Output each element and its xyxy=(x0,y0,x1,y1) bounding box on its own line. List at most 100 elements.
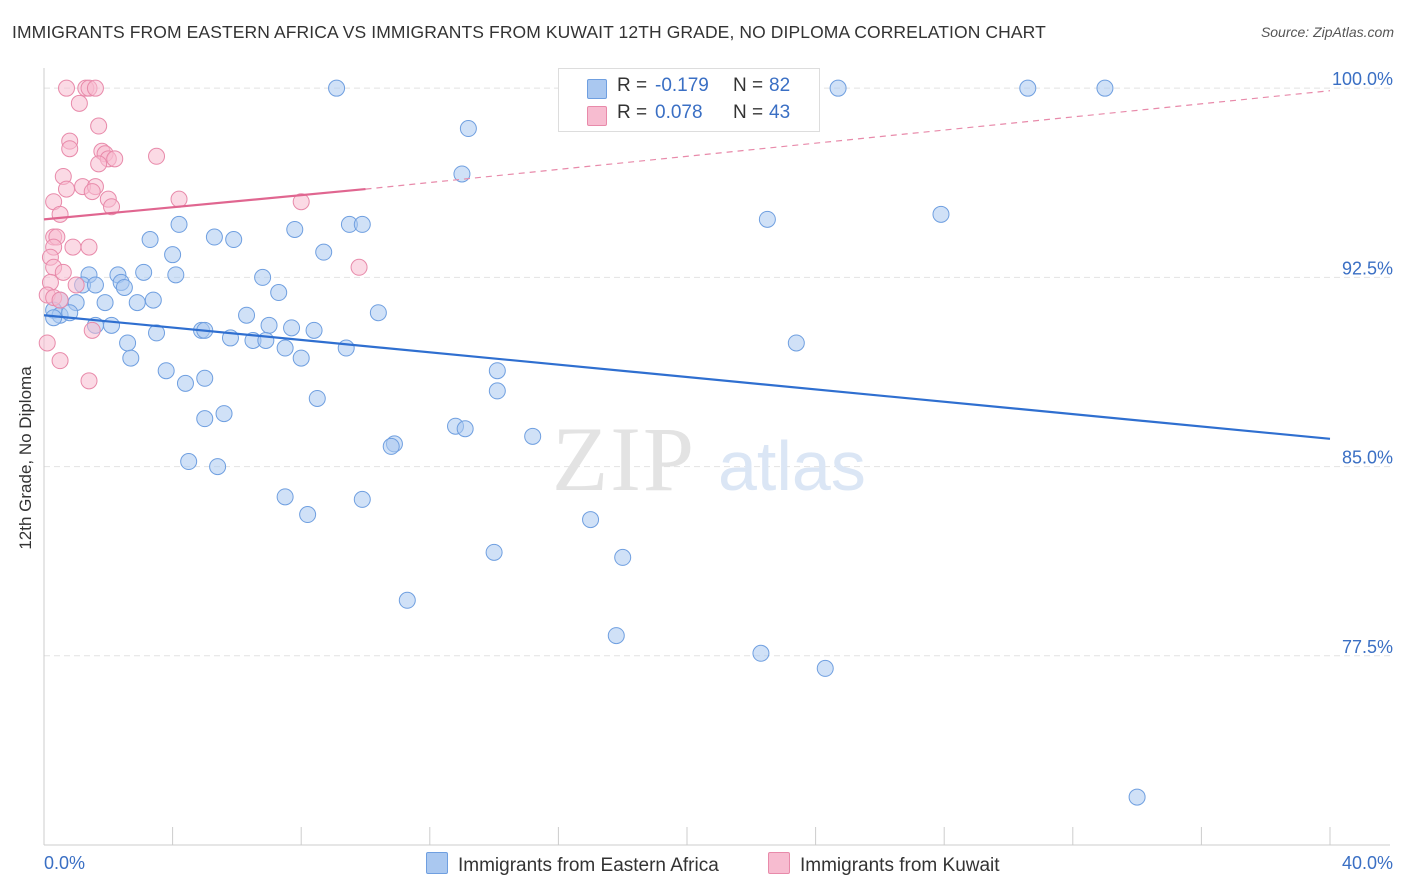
point-kuwait xyxy=(90,155,108,173)
point-eastern-africa xyxy=(148,324,166,342)
point-eastern-africa xyxy=(453,165,471,183)
point-eastern-africa xyxy=(488,382,506,400)
point-kuwait xyxy=(292,193,310,211)
axes xyxy=(43,68,1390,846)
chart-title: IMMIGRANTS FROM EASTERN AFRICA VS IMMIGR… xyxy=(12,22,1046,42)
point-kuwait xyxy=(350,258,368,276)
point-eastern-africa xyxy=(607,627,625,645)
point-eastern-africa xyxy=(209,458,227,476)
point-eastern-africa xyxy=(337,339,355,357)
point-eastern-africa xyxy=(119,334,137,352)
point-eastern-africa xyxy=(308,389,326,407)
point-kuwait xyxy=(58,79,76,97)
point-eastern-africa xyxy=(829,79,847,97)
point-kuwait xyxy=(148,147,166,165)
point-kuwait xyxy=(170,190,188,208)
point-kuwait xyxy=(38,334,56,352)
n-value: 82 xyxy=(769,75,791,96)
r-label: R = xyxy=(617,102,648,123)
point-eastern-africa xyxy=(96,294,114,312)
r-value: 0.078 xyxy=(655,102,703,123)
point-eastern-africa xyxy=(315,243,333,261)
point-eastern-africa xyxy=(292,349,310,367)
point-eastern-africa xyxy=(257,331,275,349)
n-label: N = xyxy=(733,102,764,123)
point-eastern-africa xyxy=(135,263,153,281)
point-eastern-africa xyxy=(614,548,632,566)
point-kuwait xyxy=(58,180,76,198)
point-eastern-africa xyxy=(176,374,194,392)
gridlines xyxy=(44,87,1390,657)
x-tick-labels: 0.0% 40.0% xyxy=(44,853,1393,873)
point-kuwait xyxy=(67,276,85,294)
point-eastern-africa xyxy=(299,506,317,524)
point-eastern-africa xyxy=(196,410,214,428)
point-eastern-africa xyxy=(816,659,834,677)
point-eastern-africa xyxy=(167,266,185,284)
point-eastern-africa xyxy=(141,231,159,249)
point-eastern-africa xyxy=(128,294,146,312)
point-eastern-africa xyxy=(238,306,256,324)
legend-label-kuwait: Immigrants from Kuwait xyxy=(800,855,1000,876)
point-kuwait xyxy=(83,321,101,339)
y-tick-label: 85.0% xyxy=(1342,448,1393,468)
point-eastern-africa xyxy=(170,215,188,233)
point-eastern-africa xyxy=(524,427,542,445)
series-kuwait-points xyxy=(38,79,368,390)
point-eastern-africa xyxy=(382,437,400,455)
point-eastern-africa xyxy=(932,205,950,223)
point-eastern-africa xyxy=(752,644,770,662)
point-kuwait xyxy=(51,205,69,223)
point-eastern-africa xyxy=(582,511,600,529)
r-label: R = xyxy=(617,75,648,96)
stats-legend: R = -0.179 N = 82 R = 0.078 N = 43 xyxy=(558,68,820,132)
legend-swatch-eastern-africa xyxy=(587,79,607,99)
point-kuwait xyxy=(80,238,98,256)
n-label: N = xyxy=(733,75,764,96)
point-eastern-africa xyxy=(86,276,104,294)
stats-legend-row-eastern-africa: R = -0.179 N = 82 xyxy=(559,75,819,103)
point-kuwait xyxy=(54,263,72,281)
point-kuwait xyxy=(90,117,108,135)
trend-line-kuwait-extension xyxy=(365,90,1331,190)
point-eastern-africa xyxy=(276,488,294,506)
point-eastern-africa xyxy=(254,268,272,286)
point-eastern-africa xyxy=(1019,79,1037,97)
x-ticks xyxy=(172,827,1331,845)
point-kuwait xyxy=(106,150,124,168)
n-value: 43 xyxy=(769,102,791,123)
point-eastern-africa xyxy=(164,246,182,264)
point-eastern-africa xyxy=(205,228,223,246)
point-kuwait xyxy=(80,372,98,390)
point-eastern-africa xyxy=(353,215,371,233)
point-eastern-africa xyxy=(485,543,503,561)
point-eastern-africa xyxy=(456,420,474,438)
point-eastern-africa xyxy=(115,278,133,296)
point-eastern-africa xyxy=(157,362,175,380)
point-eastern-africa xyxy=(283,319,301,337)
point-eastern-africa xyxy=(276,339,294,357)
point-eastern-africa xyxy=(270,284,288,302)
legend-item-eastern-africa: Immigrants from Eastern Africa xyxy=(426,852,719,877)
watermark-atlas: atlas xyxy=(718,427,866,505)
watermark-zip: ZIP xyxy=(552,408,696,510)
point-eastern-africa xyxy=(398,591,416,609)
point-eastern-africa xyxy=(488,362,506,380)
y-tick-labels: 77.5% 85.0% 92.5% 100.0% xyxy=(1332,69,1393,657)
point-kuwait xyxy=(61,140,79,158)
legend-swatch-kuwait xyxy=(768,852,790,874)
point-eastern-africa xyxy=(103,316,121,334)
point-kuwait xyxy=(83,183,101,201)
point-eastern-africa xyxy=(260,316,278,334)
legend-label-eastern-africa: Immigrants from Eastern Africa xyxy=(458,855,719,876)
point-eastern-africa xyxy=(353,490,371,508)
point-eastern-africa xyxy=(122,349,140,367)
point-eastern-africa xyxy=(459,120,477,138)
point-eastern-africa xyxy=(758,210,776,228)
point-kuwait xyxy=(51,352,69,370)
point-eastern-africa xyxy=(144,291,162,309)
point-eastern-africa xyxy=(215,405,233,423)
point-eastern-africa xyxy=(196,369,214,387)
point-kuwait xyxy=(70,94,88,112)
